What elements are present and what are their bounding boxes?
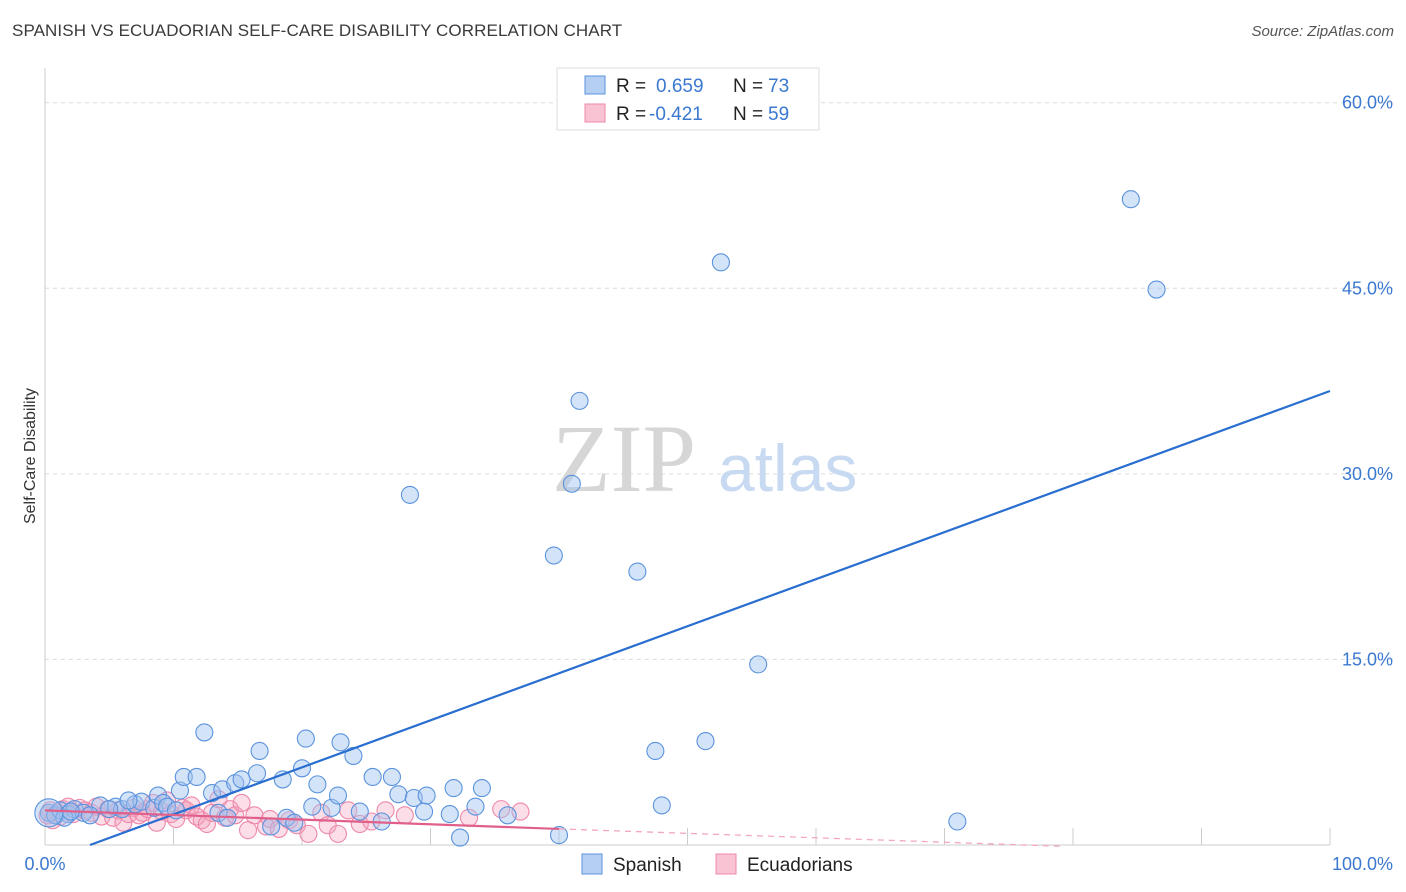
ecuadorians-point-48 bbox=[328, 824, 348, 843]
spanish-point-55 bbox=[544, 546, 563, 565]
spanish-point-53 bbox=[472, 779, 491, 798]
spanish-point-61 bbox=[652, 796, 671, 815]
spanish-point-66 bbox=[1121, 190, 1140, 209]
legend-r-value-spanish: 0.659 bbox=[656, 76, 704, 97]
legend-r-label-spanish: R = bbox=[616, 76, 646, 97]
ecuadorians-point-52 bbox=[376, 801, 395, 820]
spanish-point-67 bbox=[1147, 280, 1166, 299]
legend-r-label-ecuadorians: R = bbox=[616, 104, 646, 125]
y-tick-label-3: 60.0% bbox=[1342, 93, 1393, 113]
ecuadorians-point-53 bbox=[395, 806, 414, 825]
spanish-point-70 bbox=[80, 806, 100, 825]
bottom-legend-swatch-ecuadorians bbox=[715, 853, 737, 875]
bottom-legend-label-spanish: Spanish bbox=[613, 855, 682, 876]
stats-legend: R = 0.659 N = 73 R = -0.421 N = 59 bbox=[556, 67, 820, 131]
spanish-point-35 bbox=[308, 775, 327, 794]
trend-lines bbox=[44, 389, 1331, 847]
legend-n-value-spanish: 73 bbox=[768, 76, 789, 97]
spanish-point-64 bbox=[749, 655, 768, 674]
watermark-atlas: atlas bbox=[718, 431, 857, 505]
spanish-point-17 bbox=[174, 767, 193, 787]
legend-swatch-spanish bbox=[584, 75, 606, 95]
spanish-point-71 bbox=[100, 800, 119, 819]
spanish-point-62 bbox=[696, 732, 715, 751]
spanish-point-27 bbox=[250, 741, 269, 761]
y-tick-label-1: 30.0% bbox=[1342, 464, 1393, 484]
chart-title: SPANISH VS ECUADORIAN SELF-CARE DISABILI… bbox=[12, 21, 623, 40]
spanish-point-51 bbox=[451, 828, 470, 847]
spanish-point-63 bbox=[711, 253, 730, 272]
spanish-point-40 bbox=[350, 802, 369, 821]
legend-r-value-ecuadorians: -0.421 bbox=[649, 104, 703, 125]
spanish-point-52 bbox=[466, 797, 485, 816]
x-tick-label-0: 0.0% bbox=[24, 854, 65, 874]
spanish-point-37 bbox=[328, 786, 348, 805]
y-tick-labels: 15.0% 30.0% 45.0% 60.0% bbox=[1342, 93, 1393, 670]
spanish-point-31 bbox=[285, 813, 304, 832]
ecuadorians-point-50 bbox=[350, 814, 369, 834]
spanish-point-28 bbox=[262, 817, 281, 836]
spanish-trend-line bbox=[89, 389, 1331, 847]
ecuadorians-point-37 bbox=[232, 793, 251, 812]
spanish-point-56 bbox=[549, 826, 569, 845]
spanish-point-43 bbox=[382, 767, 402, 787]
ecuadorians-point-45 bbox=[299, 824, 318, 843]
legend-n-label-spanish: N = bbox=[733, 76, 763, 97]
spanish-point-60 bbox=[646, 741, 665, 761]
spanish-point-45 bbox=[400, 485, 419, 504]
spanish-point-44 bbox=[389, 785, 408, 804]
spanish-point-58 bbox=[562, 474, 581, 493]
x-tick-labels: 0.0% 100.0% bbox=[24, 854, 1393, 874]
spanish-point-16 bbox=[170, 781, 189, 800]
x-tick-label-1: 100.0% bbox=[1332, 854, 1393, 874]
spanish-point-26 bbox=[247, 764, 267, 783]
spanish-cluster-point bbox=[34, 798, 64, 828]
spanish-points bbox=[34, 190, 1166, 847]
spanish-point-72 bbox=[119, 791, 138, 810]
spanish-point-41 bbox=[363, 767, 382, 787]
spanish-point-59 bbox=[628, 562, 647, 581]
spanish-point-20 bbox=[203, 783, 222, 803]
ecuadorian-trend-line bbox=[44, 809, 560, 831]
source-credit: Source: ZipAtlas.com bbox=[1251, 23, 1394, 40]
spanish-point-38 bbox=[331, 733, 350, 752]
spanish-point-57 bbox=[570, 391, 589, 410]
y-tick-label-2: 45.0% bbox=[1342, 278, 1393, 298]
y-axis-label: Self-Care Disability bbox=[22, 388, 39, 524]
spanish-point-19 bbox=[195, 723, 214, 742]
series-legend: Spanish Ecuadorians bbox=[581, 853, 853, 876]
watermark: ZIP atlas bbox=[552, 405, 857, 512]
spanish-point-18 bbox=[187, 767, 206, 787]
bottom-legend-label-ecuadorians: Ecuadorians bbox=[747, 855, 853, 876]
ecuadorians-point-39 bbox=[245, 806, 264, 825]
spanish-point-50 bbox=[444, 779, 463, 798]
spanish-point-54 bbox=[498, 806, 517, 825]
spanish-point-47 bbox=[415, 802, 434, 821]
spanish-point-25 bbox=[232, 770, 251, 789]
ecuadorian-trend-extension bbox=[558, 828, 1061, 847]
legend-n-value-ecuadorians: 59 bbox=[768, 104, 789, 125]
spanish-point-65 bbox=[948, 812, 967, 831]
y-tick-label-0: 15.0% bbox=[1342, 649, 1393, 669]
spanish-point-49 bbox=[440, 805, 459, 824]
watermark-zip: ZIP bbox=[552, 405, 696, 512]
bottom-legend-swatch-spanish bbox=[581, 853, 603, 875]
legend-swatch-ecuadorians bbox=[584, 103, 606, 123]
spanish-point-48 bbox=[417, 786, 436, 805]
gridlines bbox=[45, 102, 1395, 660]
axes bbox=[44, 68, 1331, 846]
legend-n-label-ecuadorians: N = bbox=[733, 104, 763, 125]
spanish-point-34 bbox=[303, 797, 322, 816]
spanish-point-33 bbox=[296, 729, 315, 748]
